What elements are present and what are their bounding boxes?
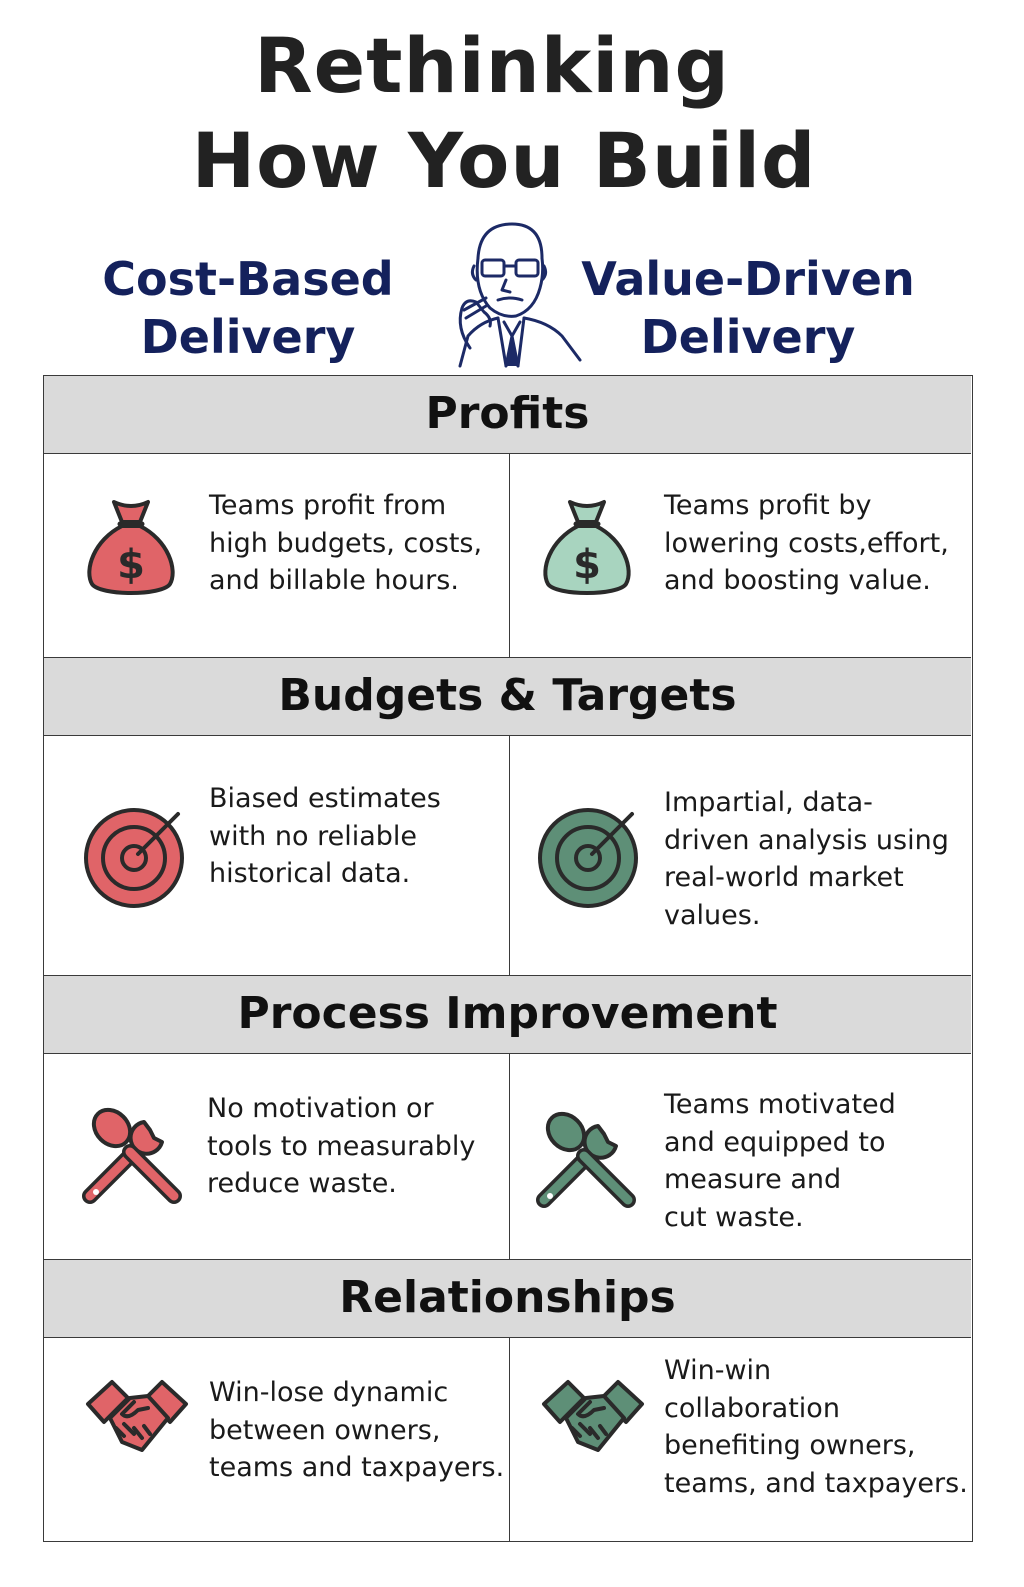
section-heading-process-improvement: Process Improvement — [44, 976, 971, 1054]
cost-text-profits: Teams profit from high budgets, costs, a… — [209, 490, 483, 596]
tools-icon — [78, 1100, 188, 1210]
section-row-relationships: Win-lose dynamic between owners, teams a… — [44, 1338, 971, 1541]
value-driven-column-heading: Value-Driven Delivery — [581, 252, 915, 364]
thinking-man-portrait-icon — [458, 222, 582, 368]
column-divider — [509, 736, 510, 975]
page-title-line-2: How You Build — [191, 116, 817, 205]
target-icon — [538, 808, 638, 908]
money-bag-icon — [532, 488, 642, 598]
section-row-process-improvement: No motivation or tools to measurably red… — [44, 1054, 971, 1260]
cost-text-relationships: Win-lose dynamic between owners, teams a… — [209, 1377, 505, 1483]
column-divider — [509, 1338, 510, 1541]
section-row-budgets-targets: Biased estimates with no reliable histor… — [44, 736, 971, 976]
section-row-profits: Teams profit from high budgets, costs, a… — [44, 454, 971, 658]
section-heading-relationships: Relationships — [44, 1260, 971, 1338]
tools-icon — [532, 1104, 642, 1214]
value-text-process-improvement: Teams motivated and equipped to measure … — [664, 1089, 896, 1233]
money-bag-icon — [76, 488, 186, 598]
target-icon — [84, 808, 184, 908]
handshake-icon — [86, 1380, 188, 1452]
cost-text-process-improvement: No motivation or tools to measurably red… — [207, 1093, 476, 1199]
cost-based-column-heading: Cost-Based Delivery — [102, 252, 394, 364]
column-divider — [509, 1054, 510, 1259]
value-text-profits: Teams profit by lowering costs,effort, a… — [664, 490, 949, 596]
value-text-relationships: Win-win collaboration benefiting owners,… — [664, 1355, 968, 1499]
handshake-icon — [542, 1380, 644, 1452]
section-heading-budgets-targets: Budgets & Targets — [44, 658, 971, 736]
cost-text-budgets-targets: Biased estimates with no reliable histor… — [209, 783, 441, 889]
page-title-line-1: Rethinking — [254, 21, 730, 110]
value-text-budgets-targets: Impartial, data- driven analysis using r… — [664, 787, 949, 931]
column-divider — [509, 454, 510, 657]
comparison-table: Profits Teams profit from high budgets, … — [43, 375, 973, 1542]
section-heading-profits: Profits — [44, 376, 971, 454]
